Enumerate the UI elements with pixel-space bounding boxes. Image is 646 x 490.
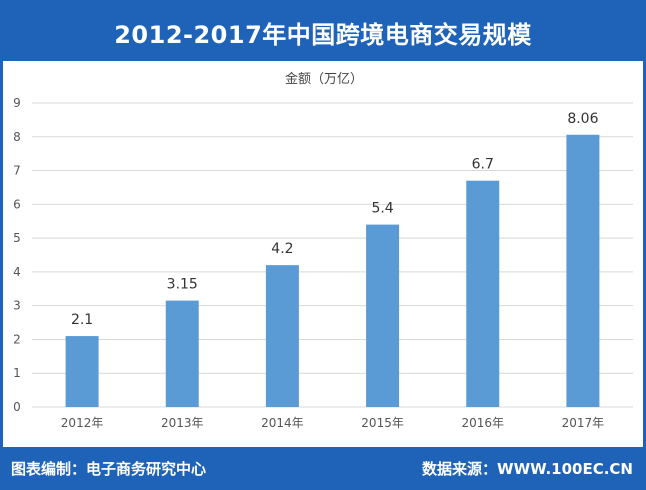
bar-2017年 [566, 134, 600, 408]
y-tick-label: 2 [13, 332, 21, 346]
footer-data-source: 数据来源：WWW.100EC.CN [422, 460, 633, 478]
bar-value-label: 4.2 [271, 241, 293, 257]
x-tick-label: 2017年 [562, 416, 605, 430]
footer-bar: 图表编制：电子商务研究中心 数据来源：WWW.100EC.CN [3, 447, 643, 487]
y-tick-label: 3 [13, 299, 21, 313]
y-tick-label: 8 [13, 130, 21, 144]
bar-2015年 [366, 224, 400, 407]
y-tick-label: 0 [13, 400, 21, 414]
y-tick-label: 6 [13, 197, 21, 211]
bar-value-label: 3.15 [167, 277, 198, 293]
bar-2013年 [165, 300, 199, 407]
x-tick-label: 2016年 [461, 416, 504, 430]
y-axis-unit-label: 金额（万亿） [285, 72, 364, 87]
x-tick-label: 2013年 [161, 416, 204, 430]
y-tick-label: 4 [13, 265, 21, 279]
x-tick-label: 2015年 [361, 416, 404, 430]
bar-value-label: 6.7 [472, 157, 494, 173]
bar-2014年 [265, 265, 299, 407]
footer-source-compiler: 图表编制：电子商务研究中心 [11, 460, 207, 478]
y-tick-label: 9 [13, 96, 21, 110]
bar-chart: 0 1 2 3 4 5 6 7 8 9 2.1 2012年 3.15 2013年 4.2 2014年 5.4 20… [13, 96, 633, 430]
bar-2012年 [65, 336, 99, 407]
x-tick-label: 2014年 [261, 416, 304, 430]
x-tick-label: 2012年 [61, 416, 104, 430]
bar-2016年 [466, 180, 500, 407]
y-tick-label: 7 [13, 164, 21, 178]
chart-title: 2012-2017年中国跨境电商交易规模 [3, 3, 643, 61]
y-tick-label: 1 [13, 366, 21, 380]
y-tick-label: 5 [13, 231, 21, 245]
bar-value-label: 8.06 [567, 111, 598, 127]
bar-value-label: 5.4 [371, 201, 393, 217]
bar-value-label: 2.1 [71, 312, 93, 328]
